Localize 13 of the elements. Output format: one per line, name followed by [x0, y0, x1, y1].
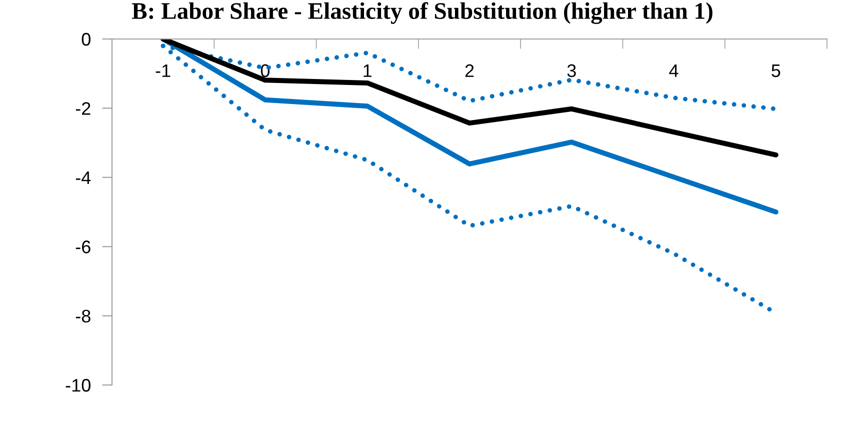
- x-tick-label: 2: [465, 64, 474, 77]
- y-tick-label: -2: [76, 102, 90, 115]
- x-tick-label: 4: [669, 64, 678, 77]
- y-tick-label: 0: [82, 32, 90, 46]
- y-tick-label: -8: [76, 310, 90, 323]
- x-tick-label: 1: [364, 64, 372, 77]
- x-tick-label: 5: [772, 64, 780, 78]
- x-tick-label: -1: [156, 64, 170, 77]
- chart-title: B: Labor Share - Elasticity of Substitution (higher than 1): [132, 2, 712, 24]
- y-tick-label: -6: [76, 240, 90, 254]
- y-tick-label: -10: [66, 378, 90, 392]
- x-tick-label: 3: [567, 64, 576, 78]
- y-tick-label: -4: [76, 172, 91, 184]
